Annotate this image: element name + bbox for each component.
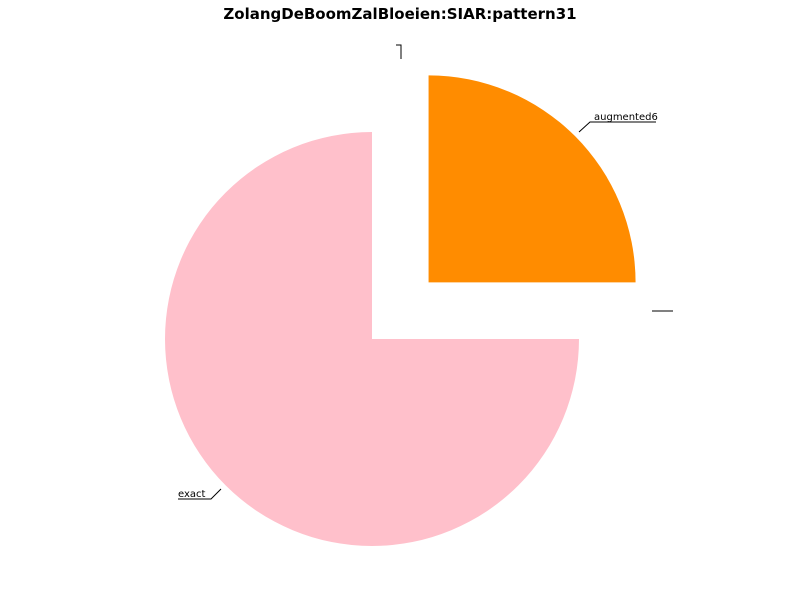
labels-layer: augmented6 exact bbox=[178, 112, 658, 500]
slice-label-augmented6: augmented6 bbox=[594, 112, 658, 123]
slice-label-exact: exact bbox=[178, 489, 206, 500]
stray-marks bbox=[396, 44, 673, 312]
slices-layer bbox=[165, 75, 636, 546]
pie-slice-augmented6 bbox=[428, 75, 636, 283]
leader-line-exact bbox=[178, 488, 222, 500]
stray-leader-mark-top bbox=[396, 44, 402, 59]
chart-title: ZolangDeBoomZalBloeien:SIAR:pattern31 bbox=[223, 5, 576, 23]
pie-slice-exact bbox=[165, 132, 579, 546]
leader-line-augmented6 bbox=[578, 121, 656, 133]
